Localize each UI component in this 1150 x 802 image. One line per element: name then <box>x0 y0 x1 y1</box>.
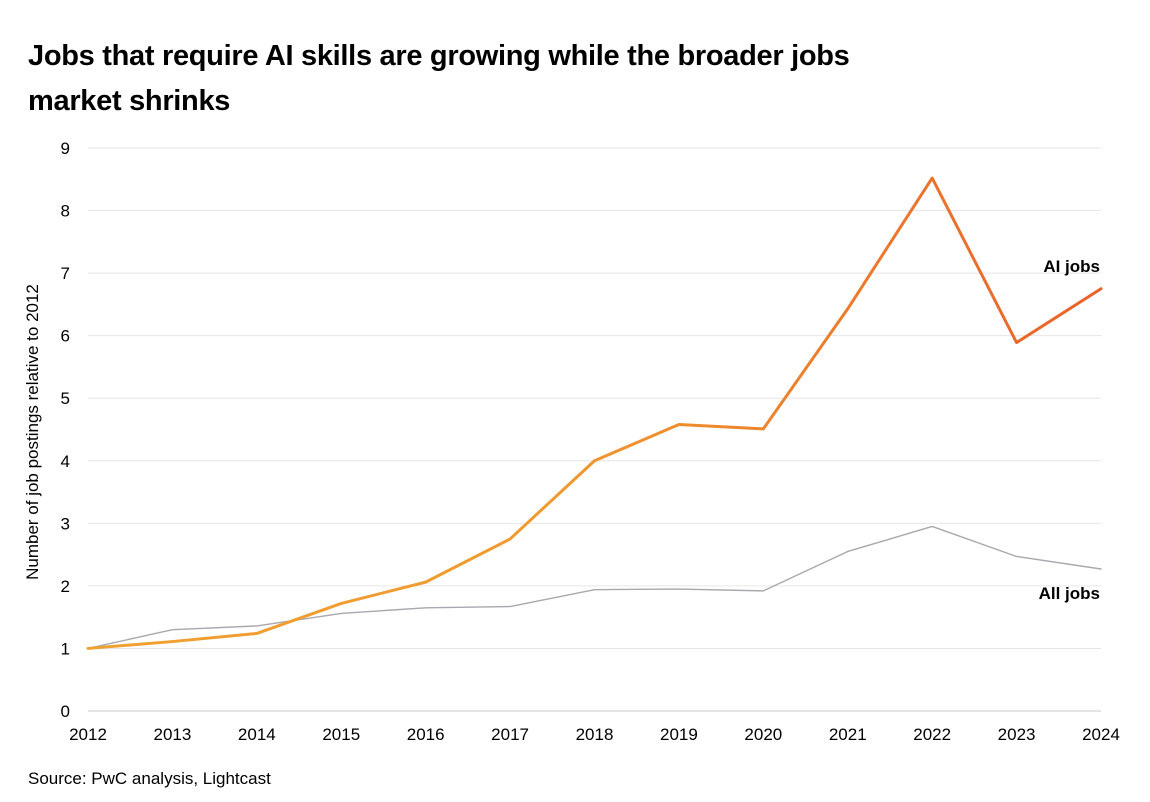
y-tick-label: 8 <box>61 202 70 221</box>
x-tick-labels: 2012 2013 2014 2015 2016 2017 2018 2019 2020 2021… <box>69 725 1120 744</box>
all-jobs-line <box>87 525 1102 650</box>
y-tick-label: 0 <box>61 702 70 721</box>
x-tick-label: 2024 <box>1082 725 1120 744</box>
chart-title: Jobs that require AI skills are growing … <box>28 40 850 117</box>
series-lines <box>86 176 1103 650</box>
x-tick-label: 2023 <box>998 725 1036 744</box>
x-tick-label: 2021 <box>829 725 867 744</box>
ai-jobs-label: AI jobs <box>1043 257 1100 276</box>
y-tick-label: 7 <box>61 264 70 283</box>
y-axis-label: Number of job postings relative to 2012 <box>23 284 42 580</box>
y-tick-label: 5 <box>61 389 70 408</box>
x-tick-label: 2012 <box>69 725 107 744</box>
x-tick-label: 2016 <box>407 725 445 744</box>
y-tick-label: 4 <box>61 452 70 471</box>
x-tick-label: 2014 <box>238 725 276 744</box>
x-tick-label: 2022 <box>913 725 951 744</box>
y-tick-labels: 0 1 2 3 4 5 6 7 8 9 <box>61 139 70 721</box>
gridlines <box>88 147 1101 712</box>
all-jobs-label: All jobs <box>1039 584 1100 603</box>
y-tick-label: 3 <box>61 514 70 533</box>
x-tick-label: 2013 <box>154 725 192 744</box>
y-tick-label: 1 <box>61 639 70 658</box>
series-labels: AI jobs All jobs <box>1039 257 1100 603</box>
y-tick-label: 9 <box>61 139 70 158</box>
x-tick-label: 2017 <box>491 725 529 744</box>
x-tick-label: 2020 <box>744 725 782 744</box>
y-tick-label: 2 <box>61 577 70 596</box>
ai-jobs-line <box>86 176 1103 650</box>
source-note: Source: PwC analysis, Lightcast <box>28 769 271 788</box>
x-tick-label: 2018 <box>576 725 614 744</box>
x-tick-label: 2019 <box>660 725 698 744</box>
y-tick-label: 6 <box>61 327 70 346</box>
x-tick-label: 2015 <box>322 725 360 744</box>
